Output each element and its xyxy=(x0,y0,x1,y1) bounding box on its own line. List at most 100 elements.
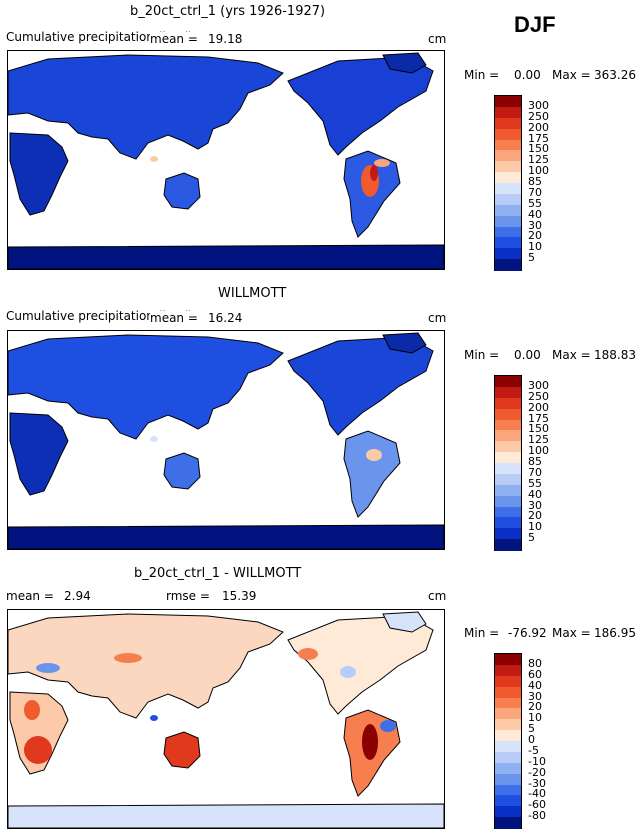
max-label: Max = xyxy=(552,348,591,362)
wet-patch xyxy=(150,156,390,197)
colorbar-swatch xyxy=(495,675,521,688)
max-value: 188.83 xyxy=(594,348,636,362)
colorbar-swatch xyxy=(495,204,521,217)
colorbar-difference xyxy=(494,653,522,829)
colorbar-swatch xyxy=(495,654,521,666)
colorbar-swatch xyxy=(495,664,521,677)
colorbar-tick-label: -30 xyxy=(528,776,546,790)
colorbar-swatch xyxy=(495,719,521,731)
colorbar-swatch xyxy=(495,528,521,540)
units-label: cm xyxy=(428,311,447,325)
colorbar-tick-label: -40 xyxy=(528,787,546,801)
colorbar-swatch xyxy=(495,517,521,529)
colorbar-swatch xyxy=(495,419,521,431)
colorbar-swatch xyxy=(495,784,521,796)
precip-map xyxy=(7,50,445,270)
colorbar-swatch xyxy=(495,193,521,206)
colorbar-tick-label: -60 xyxy=(528,798,546,812)
max-value: 186.95 xyxy=(594,626,636,640)
colorbar-swatch xyxy=(495,730,521,742)
colorbar-swatch xyxy=(495,441,521,453)
colorbar-tick-label: -5 xyxy=(528,743,539,757)
colorbar-tick-label: 5 xyxy=(528,722,535,736)
colorbar-swatch xyxy=(495,708,521,720)
colorbar-swatch xyxy=(495,397,521,410)
colorbar-swatch xyxy=(495,215,521,227)
colorbar-swatch xyxy=(495,495,521,507)
colorbar-tick-label: -10 xyxy=(528,754,546,768)
max-value: 363.26 xyxy=(594,68,636,82)
colorbar-tick-label: 20 xyxy=(528,700,542,714)
panel-title: b_20ct_ctrl_1 (yrs 1926-1927) xyxy=(130,4,326,19)
colorbar-tick-label: 150 xyxy=(528,422,549,436)
colorbar-swatch xyxy=(495,226,521,238)
rmse-value: 15.39 xyxy=(222,589,257,603)
colorbar-tick-label: 125 xyxy=(528,153,549,167)
colorbar-swatch xyxy=(495,117,521,130)
colorbar-tick-label: 10 xyxy=(528,711,542,725)
colorbar-swatch xyxy=(495,183,521,195)
colorbar-model xyxy=(494,95,522,271)
min-label: Min = xyxy=(464,626,500,640)
variable-label: Cumulative precipitation (land) xyxy=(6,309,193,323)
colorbar-tick-label: 85 xyxy=(528,175,542,188)
colorbar-tick-label: 40 xyxy=(528,678,542,692)
colorbar-tick-label: 5 xyxy=(528,531,535,545)
colorbar-swatch xyxy=(495,96,521,108)
colorbar-observed xyxy=(494,375,522,551)
colorbar-swatch xyxy=(495,408,521,420)
mean-label: mean = xyxy=(150,32,198,46)
colorbar-tick-label: 0 xyxy=(528,733,535,746)
rmse-label: rmse = xyxy=(166,589,210,603)
colorbar-swatch xyxy=(495,751,521,764)
mean-value: 19.18 xyxy=(208,32,243,46)
colorbar-tick-label: 250 xyxy=(528,389,549,403)
mean-label: mean = xyxy=(150,311,198,325)
min-value: -76.92 xyxy=(508,626,547,640)
colorbar-tick-label: 20 xyxy=(528,229,542,243)
colorbar-swatch xyxy=(495,386,521,399)
land-mass xyxy=(8,52,444,269)
colorbar-tick-label: 100 xyxy=(528,444,549,458)
colorbar-swatch xyxy=(495,762,521,775)
colorbar-tick-label: 125 xyxy=(528,433,549,447)
colorbar-tick-label: 100 xyxy=(528,164,549,178)
mean-value: 2.94 xyxy=(64,589,91,603)
land-mass xyxy=(8,332,444,549)
colorbar-tick-label: 150 xyxy=(528,142,549,156)
colorbar-swatch xyxy=(495,539,521,551)
min-value: 0.00 xyxy=(514,348,541,362)
min-label: Min = xyxy=(464,348,500,362)
colorbar-swatch xyxy=(495,128,521,140)
colorbar-tick-label: 200 xyxy=(528,400,549,414)
colorbar-tick-label: 55 xyxy=(528,476,542,490)
colorbar-swatch xyxy=(495,259,521,271)
colorbar-tick-label: 30 xyxy=(528,498,542,512)
mean-value: 16.24 xyxy=(208,311,243,325)
min-label: Min = xyxy=(464,68,500,82)
panel-title: WILLMOTT xyxy=(218,286,287,301)
colorbar-swatch xyxy=(495,376,521,388)
colorbar-tick-label: 40 xyxy=(528,487,542,501)
variable-label: Cumulative precipitation (land) xyxy=(6,30,193,44)
difference-map xyxy=(7,609,445,829)
max-label: Max = xyxy=(552,626,591,640)
colorbar-swatch xyxy=(495,430,521,442)
colorbar-tick-label: 20 xyxy=(528,509,542,523)
colorbar-tick-label: 300 xyxy=(528,378,549,392)
colorbar-swatch xyxy=(495,817,521,829)
colorbar-swatch xyxy=(495,106,521,119)
colorbar-tick-label: 175 xyxy=(528,411,549,425)
colorbar-tick-label: 250 xyxy=(528,109,549,123)
colorbar-swatch xyxy=(495,463,521,475)
colorbar-tick-label: 80 xyxy=(528,656,542,670)
colorbar-tick-label: 40 xyxy=(528,207,542,221)
min-value: 0.00 xyxy=(514,68,541,82)
colorbar-swatch xyxy=(495,686,521,698)
colorbar-tick-label: 10 xyxy=(528,240,542,254)
colorbar-tick-label: 5 xyxy=(528,251,535,265)
colorbar-tick-label: 85 xyxy=(528,455,542,468)
season-label: DJF xyxy=(514,12,556,37)
colorbar-swatch xyxy=(495,795,521,807)
colorbar-swatch xyxy=(495,806,521,818)
